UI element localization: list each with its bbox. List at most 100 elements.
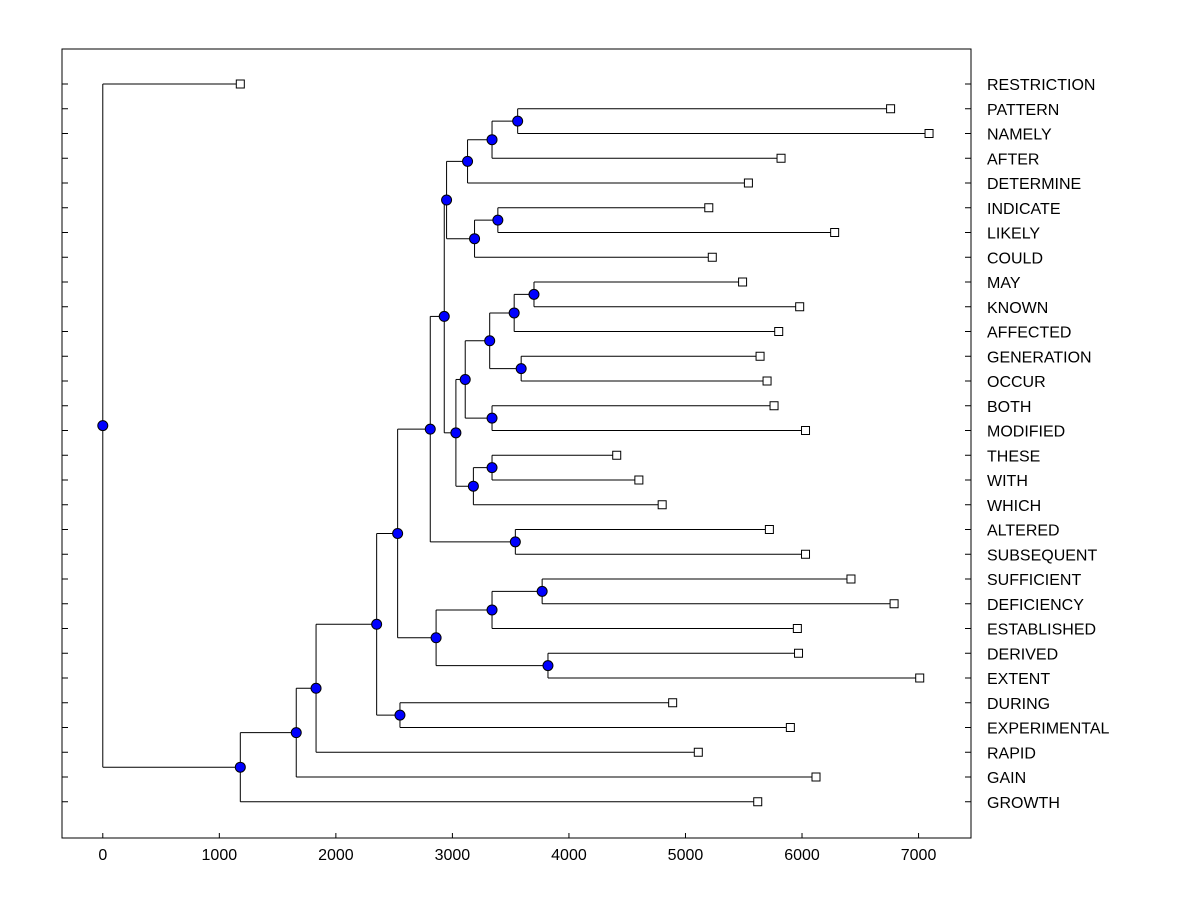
merge-node-n1 (512, 115, 524, 127)
merge-node-n2 (486, 134, 498, 146)
branches (102, 83, 930, 803)
x-tick-label: 3000 (435, 847, 471, 864)
leaf-label-established: ESTABLISHED (987, 622, 1096, 639)
x-tick-labels: 0 1000 2000 3000 4000 5000 6000 7000 (98, 847, 936, 864)
merge-node-n17 (509, 536, 521, 548)
leaf-marker-subsequent (801, 549, 811, 559)
merge-node-n13 (486, 462, 498, 474)
merge-node-n18 (424, 423, 436, 435)
merge-node-n21 (542, 660, 554, 672)
merge-node-n23 (392, 527, 404, 539)
merge-node-n5 (469, 233, 481, 245)
merge-node-n27 (290, 727, 302, 739)
leaf-marker-after (776, 153, 786, 163)
leaf-label-both: BOTH (987, 399, 1031, 416)
merge-node-n8 (508, 307, 520, 319)
leaf-label-after: AFTER (987, 151, 1039, 168)
leaf-marker-which (657, 500, 667, 510)
merge-node-n26 (310, 682, 322, 694)
merge-node-n22 (430, 632, 442, 644)
leaf-label-could: COULD (987, 250, 1043, 267)
leaf-marker-gain (811, 772, 821, 782)
merge-node-n7 (528, 288, 540, 300)
leaf-marker-namely (924, 129, 934, 138)
leaf-label-occur: OCCUR (987, 374, 1046, 391)
merge-node-n28 (234, 761, 246, 773)
leaf-label-likely: LIKELY (987, 226, 1040, 243)
leaf-marker-may (738, 277, 748, 287)
x-tick-label: 2000 (318, 847, 354, 864)
merge-node-n20 (486, 604, 498, 616)
leaf-label-pattern: PATTERN (987, 102, 1059, 119)
merge-node-n11 (486, 412, 498, 424)
leaf-marker-generation (755, 351, 765, 361)
leaf-label-with: WITH (987, 473, 1028, 490)
leaf-marker-during (668, 698, 678, 708)
leaf-label-restriction: RESTRICTION (987, 77, 1095, 94)
leaf-label-deficiency: DEFICIENCY (987, 597, 1084, 614)
leaf-label-generation: GENERATION (987, 349, 1092, 366)
leaf-marker-could (707, 252, 717, 262)
leaf-marker-likely (830, 228, 840, 237)
leaf-marker-with (634, 475, 644, 485)
axis-ticks (62, 83, 971, 838)
leaf-label-rapid: RAPID (987, 745, 1036, 762)
leaf-label-known: KNOWN (987, 300, 1048, 317)
x-tick-label: 1000 (202, 847, 238, 864)
leaf-labels: RESTRICTION PATTERN NAMELY AFTER DETERMINE IN… (987, 77, 1110, 812)
leaf-label-growth: GROWTH (987, 795, 1060, 812)
leaf-label-these: THESE (987, 448, 1040, 465)
leaf-marker-occur (762, 376, 772, 386)
leaf-markers (235, 79, 934, 807)
merge-node-n6 (441, 194, 453, 206)
leaf-marker-affected (774, 327, 784, 336)
x-tick-label: 5000 (668, 847, 704, 864)
leaf-marker-extent (915, 673, 925, 683)
leaf-label-experimental: EXPERIMENTAL (987, 721, 1110, 738)
merge-node-n12 (459, 373, 471, 385)
leaf-label-sufficient: SUFFICIENT (987, 572, 1081, 589)
leaf-label-altered: ALTERED (987, 523, 1060, 540)
merge-node-n25 (371, 618, 383, 630)
leaf-marker-sufficient (846, 574, 856, 584)
leaf-label-subsequent: SUBSEQUENT (987, 547, 1097, 564)
leaf-marker-experimental (785, 723, 795, 732)
merge-node-n24 (394, 709, 406, 721)
plot-frame (61, 48, 972, 839)
leaf-marker-deficiency (889, 599, 899, 609)
leaf-marker-known (795, 302, 805, 312)
leaf-marker-rapid (693, 747, 703, 757)
leaf-marker-altered (764, 525, 774, 534)
leaf-marker-these (612, 450, 622, 460)
merge-node-n4 (492, 214, 504, 226)
leaf-label-extent: EXTENT (987, 671, 1050, 688)
merge-node-n3 (462, 155, 474, 167)
leaf-marker-growth (753, 797, 763, 807)
x-tick-label: 0 (98, 847, 107, 864)
leaf-label-during: DURING (987, 696, 1050, 713)
merge-nodes (97, 115, 554, 773)
leaf-marker-determine (743, 178, 753, 188)
merge-node-n29 (97, 420, 109, 432)
merge-node-n9 (515, 363, 527, 375)
x-tick-label: 7000 (901, 847, 937, 864)
leaf-marker-restriction (235, 79, 245, 89)
leaf-label-namely: NAMELY (987, 127, 1052, 144)
leaf-label-affected: AFFECTED (987, 325, 1071, 342)
leaf-label-may: MAY (987, 275, 1021, 292)
leaf-label-indicate: INDICATE (987, 201, 1060, 218)
leaf-marker-both (769, 401, 779, 411)
leaf-label-which: WHICH (987, 498, 1041, 515)
merge-node-n16 (438, 310, 450, 322)
merge-node-n19 (536, 585, 548, 597)
x-tick-label: 4000 (551, 847, 587, 864)
merge-node-n14 (467, 480, 479, 492)
merge-node-n15 (450, 427, 462, 439)
leaf-label-modified: MODIFIED (987, 424, 1065, 441)
x-tick-label: 6000 (784, 847, 820, 864)
leaf-label-derived: DERIVED (987, 646, 1058, 663)
merge-node-n10 (484, 335, 496, 347)
leaf-label-gain: GAIN (987, 770, 1026, 787)
